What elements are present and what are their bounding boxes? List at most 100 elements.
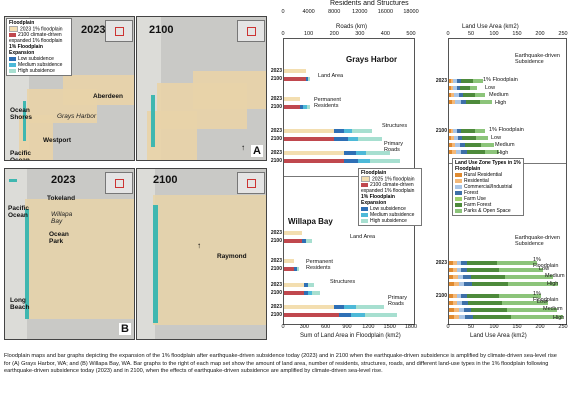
right-top-axis-title: Land Use Area (km2) <box>462 24 519 30</box>
bar-segment <box>348 137 358 141</box>
tick-label: 0 <box>281 324 285 330</box>
annotation-medium: Medium <box>495 142 515 148</box>
top-axis-title: Residents and Structures <box>330 0 409 7</box>
tick-label: 150 <box>512 31 522 37</box>
bar-segment <box>473 315 511 319</box>
bar-segment <box>471 308 507 312</box>
tick-label: 1200 <box>362 324 375 330</box>
bar-segment <box>449 100 452 104</box>
right-bottom-axis-ticks: 0 50 100 150 200 250 <box>446 324 567 330</box>
bar-segment <box>334 129 344 133</box>
bar-segment <box>465 143 481 147</box>
map-legend: Floodplain 2023 1% floodplain 2100 clima… <box>6 18 72 77</box>
bar-segment <box>284 259 294 263</box>
bar-segment <box>507 308 557 312</box>
subsidence-area <box>9 179 17 182</box>
bar-year-label: 2023 <box>270 258 282 264</box>
subsidence-area <box>153 205 158 323</box>
bar-segment <box>452 150 456 154</box>
bar-segment <box>306 77 308 81</box>
locator-inset <box>237 20 265 42</box>
bar-segment <box>457 79 461 83</box>
bar-segment <box>449 86 451 90</box>
bar-year-label: 2023 <box>435 78 447 84</box>
annotation-low: Low <box>539 266 550 272</box>
subsidence-area <box>25 209 29 319</box>
legend-item: 2023 1% floodplain <box>9 26 69 32</box>
place-label-pacific-ocean: Pacific Ocean <box>8 205 29 219</box>
annotation-land-area: Land Area <box>318 73 344 79</box>
bar-segment <box>455 100 461 104</box>
tick-label: 100 <box>489 31 499 37</box>
map-year-label: 2100 <box>149 24 174 36</box>
legend-item: Low subsidence <box>9 56 69 62</box>
tick-label: 0 <box>281 9 285 15</box>
annotation-high: High <box>495 100 507 106</box>
bar-segment <box>303 105 307 109</box>
tick-label: 1800 <box>404 324 418 330</box>
bar-segment <box>334 305 344 309</box>
bar-segment <box>457 268 461 272</box>
bar-segment <box>308 283 314 287</box>
tick-label: 4000 <box>302 9 315 15</box>
annotation-land-area: Land Area <box>350 234 376 240</box>
bar-segment <box>454 136 458 140</box>
bar-segment <box>449 301 453 305</box>
right-top-axis-ticks: 0 50 100 150 200 250 <box>446 31 567 37</box>
bar-segment <box>451 136 454 140</box>
legend-item: Residential <box>455 178 521 184</box>
ocean-area <box>5 169 27 339</box>
tick-label: 18000 <box>403 9 419 15</box>
legend-item: Commercial/Industrial <box>455 184 521 190</box>
bar-segment <box>284 239 302 243</box>
bar-segment <box>308 77 310 81</box>
bar-segment <box>457 129 461 133</box>
bar-segment <box>454 93 459 97</box>
bar-segment <box>457 294 461 298</box>
annotation-high: High <box>553 315 565 321</box>
bar-segment <box>452 143 455 147</box>
locator-inset <box>105 20 133 42</box>
bar-segment <box>449 308 454 312</box>
bar-year-label: 2100 <box>435 293 447 299</box>
bar-segment <box>471 275 505 279</box>
bar-segment <box>453 129 457 133</box>
bar-segment <box>284 97 300 101</box>
tick-label: 16000 <box>377 9 394 15</box>
roads-axis-ticks: 0 100 200 300 400 500 <box>281 31 415 37</box>
bar-segment <box>344 159 358 163</box>
bar-segment <box>456 150 461 154</box>
bar-segment <box>284 105 300 109</box>
place-label-ocean-shores: Ocean Shores <box>10 107 33 121</box>
locator-inset <box>105 172 133 194</box>
bar-segment <box>453 294 457 298</box>
bar-segment <box>458 136 462 140</box>
chart-legend: Floodplain 2025 1% floodplain 2100 clima… <box>358 168 422 227</box>
annotation-primary-roads: Primary Roads <box>384 141 403 153</box>
bar-segment <box>449 275 453 279</box>
place-label-raymond: Raymond <box>217 253 247 260</box>
roads-axis-title: Roads (km) <box>336 24 368 30</box>
floodplain-area <box>63 75 134 105</box>
annotation-structures: Structures <box>382 123 408 129</box>
bar-segment <box>284 137 334 141</box>
annotation-subsidence: Earthquake-driven Subsidence <box>515 53 560 65</box>
bar-year-label: 2100 <box>270 238 282 244</box>
bar-segment <box>451 86 453 90</box>
annotation-subsidence: Earthquake-driven Subsidence <box>515 235 560 247</box>
bar-segment <box>464 282 472 286</box>
bar-segment <box>352 129 372 133</box>
annotation-low: Low <box>491 135 502 141</box>
bar-segment <box>449 93 451 97</box>
bar-segment <box>475 93 485 97</box>
bar-segment <box>468 301 502 305</box>
bar-year-label: 2023 <box>270 128 282 134</box>
bar-segment <box>461 100 466 104</box>
bar-segment <box>365 313 397 317</box>
bar-segment <box>294 267 297 271</box>
bar-segment <box>449 150 452 154</box>
bar-segment <box>508 282 558 286</box>
bar-year-label: 2100 <box>270 76 282 82</box>
tick-label: 150 <box>512 324 522 330</box>
legend-item: Rural Residential <box>455 172 521 178</box>
